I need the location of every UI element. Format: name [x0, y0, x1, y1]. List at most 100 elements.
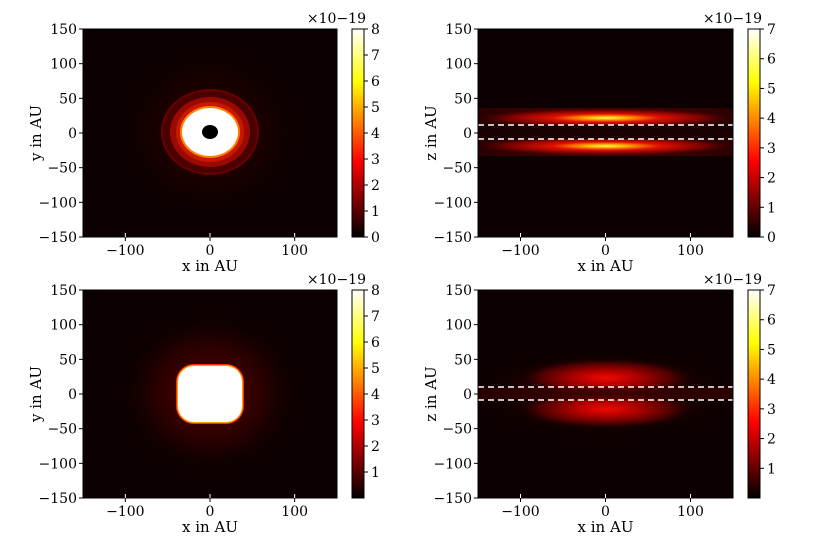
- y-tick-label: 50: [454, 352, 472, 368]
- y-tick-label: 0: [68, 126, 77, 142]
- y-tick-label: 150: [50, 283, 77, 299]
- colorbar-tick-label: 1: [371, 204, 380, 220]
- colorbar-bottom-right: 7 6 5 4 3 2 1 ×10−19: [703, 272, 776, 499]
- colorbar-tick-label: 3: [371, 413, 380, 429]
- colorbar-tick-label: 6: [767, 52, 776, 68]
- colorbar-tick-label: 8: [371, 22, 380, 38]
- y-tick-label: 100: [445, 57, 472, 73]
- colorbar-tick-label: 5: [371, 100, 380, 116]
- x-tick-label: 100: [677, 504, 704, 520]
- colorbar-bottom-left: 8 7 6 5 4 3 2 1 ×10−19: [307, 272, 380, 499]
- colorbar-tick-label: 2: [767, 432, 776, 448]
- panel-bottom-left: −100 0 100 150 100 50 0 −50 −100 −150 x in AU y in …: [27, 272, 380, 536]
- x-axis-label: x in AU: [578, 257, 634, 275]
- x-axis-label: x in AU: [182, 257, 238, 275]
- colorbar-tick-label: 7: [767, 283, 776, 299]
- x-tick-label: 100: [281, 504, 308, 520]
- ticks-bottom-left: −100 0 100 150 100 50 0 −50 −100 −150 x in AU y in …: [27, 283, 308, 536]
- colorbar-tick-label: 3: [767, 141, 776, 157]
- colorbar-tick-label: 1: [767, 200, 776, 216]
- colorbar-tick-label: 0: [371, 230, 380, 246]
- x-tick-label: −100: [501, 243, 539, 259]
- x-axis-label: x in AU: [182, 518, 238, 536]
- x-axis-label: x in AU: [578, 518, 634, 536]
- colorbar-tick-label: 4: [371, 126, 380, 142]
- colorbar-tick-label: 3: [767, 402, 776, 418]
- ticks-top-right: −100 0 100 150 100 50 0 −50 −100 −150 x in AU z in …: [422, 22, 704, 275]
- y-axis-label: z in AU: [422, 366, 440, 421]
- y-tick-label: 100: [445, 318, 472, 334]
- colorbar-tick-label: 5: [767, 81, 776, 97]
- y-tick-label: 0: [463, 126, 472, 142]
- y-axis-label: z in AU: [422, 105, 440, 160]
- x-tick-label: −100: [106, 504, 144, 520]
- colorbar-tick-label: 4: [371, 387, 380, 403]
- y-tick-label: −50: [442, 161, 472, 177]
- colorbar-tick-label: 2: [767, 171, 776, 187]
- colorbar-tick-label: 6: [767, 313, 776, 329]
- y-tick-label: −150: [39, 491, 77, 507]
- ticks-bottom-right: −100 0 100 150 100 50 0 −50 −100 −150 x in AU z in …: [422, 283, 704, 536]
- x-tick-label: 100: [281, 243, 308, 259]
- colorbar-tick-label: 5: [767, 342, 776, 358]
- colorbar-gradient: [747, 28, 761, 238]
- colorbar-tick-label: 7: [371, 309, 380, 325]
- y-tick-label: 100: [50, 57, 77, 73]
- y-tick-label: −100: [39, 456, 77, 472]
- colorbar-tick-label: 7: [767, 22, 776, 38]
- ticks-top-left: −100 0 100 150 100 50 0 −50 −100 −150 x in AU y in …: [27, 22, 308, 275]
- heatmap-top-left: [83, 29, 337, 237]
- panel-bottom-right: −100 0 100 150 100 50 0 −50 −100 −150 x in AU z in …: [422, 272, 776, 536]
- colorbar-tick-label: 6: [371, 335, 380, 351]
- colorbar-gradient: [747, 289, 761, 499]
- x-tick-label: −100: [106, 243, 144, 259]
- colorbar-tick-label: 4: [767, 111, 776, 127]
- colorbar-tick-label: 8: [371, 283, 380, 299]
- colorbar-multiplier: ×10−19: [307, 11, 366, 27]
- y-tick-label: 0: [68, 387, 77, 403]
- y-tick-label: −100: [39, 195, 77, 211]
- y-tick-label: 150: [50, 22, 77, 38]
- colorbar-multiplier: ×10−19: [307, 272, 366, 288]
- y-tick-label: −100: [434, 195, 472, 211]
- colorbar-tick-label: 1: [767, 461, 776, 477]
- y-tick-label: 50: [59, 91, 77, 107]
- y-axis-label: y in AU: [27, 105, 45, 162]
- colorbar-tick-label: 1: [371, 465, 380, 481]
- heatmap-top-right: [478, 29, 733, 237]
- y-tick-label: −50: [47, 161, 77, 177]
- colorbar-tick-label: 2: [371, 439, 380, 455]
- y-tick-label: −150: [434, 230, 472, 246]
- y-tick-label: −150: [434, 491, 472, 507]
- y-tick-label: 50: [59, 352, 77, 368]
- x-tick-label: 0: [601, 243, 610, 259]
- x-tick-label: 0: [206, 243, 215, 259]
- colorbar-tick-label: 6: [371, 74, 380, 90]
- y-tick-label: 0: [463, 387, 472, 403]
- heatmap-bottom-left: [83, 290, 337, 498]
- colorbar-multiplier: ×10−19: [703, 272, 762, 288]
- colorbar-tick-label: 3: [371, 152, 380, 168]
- colorbar-gradient: [351, 28, 365, 238]
- colorbar-tick-label: 0: [767, 230, 776, 246]
- y-tick-label: 150: [445, 22, 472, 38]
- y-tick-label: 150: [445, 283, 472, 299]
- colorbar-gradient: [351, 289, 365, 499]
- y-axis-label: y in AU: [27, 366, 45, 423]
- y-tick-label: −100: [434, 456, 472, 472]
- x-tick-label: 100: [677, 243, 704, 259]
- colorbar-tick-label: 4: [767, 372, 776, 388]
- x-tick-label: 0: [206, 504, 215, 520]
- colorbar-tick-label: 7: [371, 48, 380, 64]
- x-tick-label: −100: [501, 504, 539, 520]
- colorbar-tick-label: 5: [371, 361, 380, 377]
- colorbar-multiplier: ×10−19: [703, 11, 762, 27]
- colorbar-top-left: 8 7 6 5 4 3 2 1 0 ×10−19: [307, 11, 380, 246]
- y-tick-label: 50: [454, 91, 472, 107]
- y-tick-label: 100: [50, 318, 77, 334]
- colorbar-top-right: 7 6 5 4 3 2 1 0 ×10−19: [703, 11, 776, 246]
- colorbar-tick-label: 2: [371, 178, 380, 194]
